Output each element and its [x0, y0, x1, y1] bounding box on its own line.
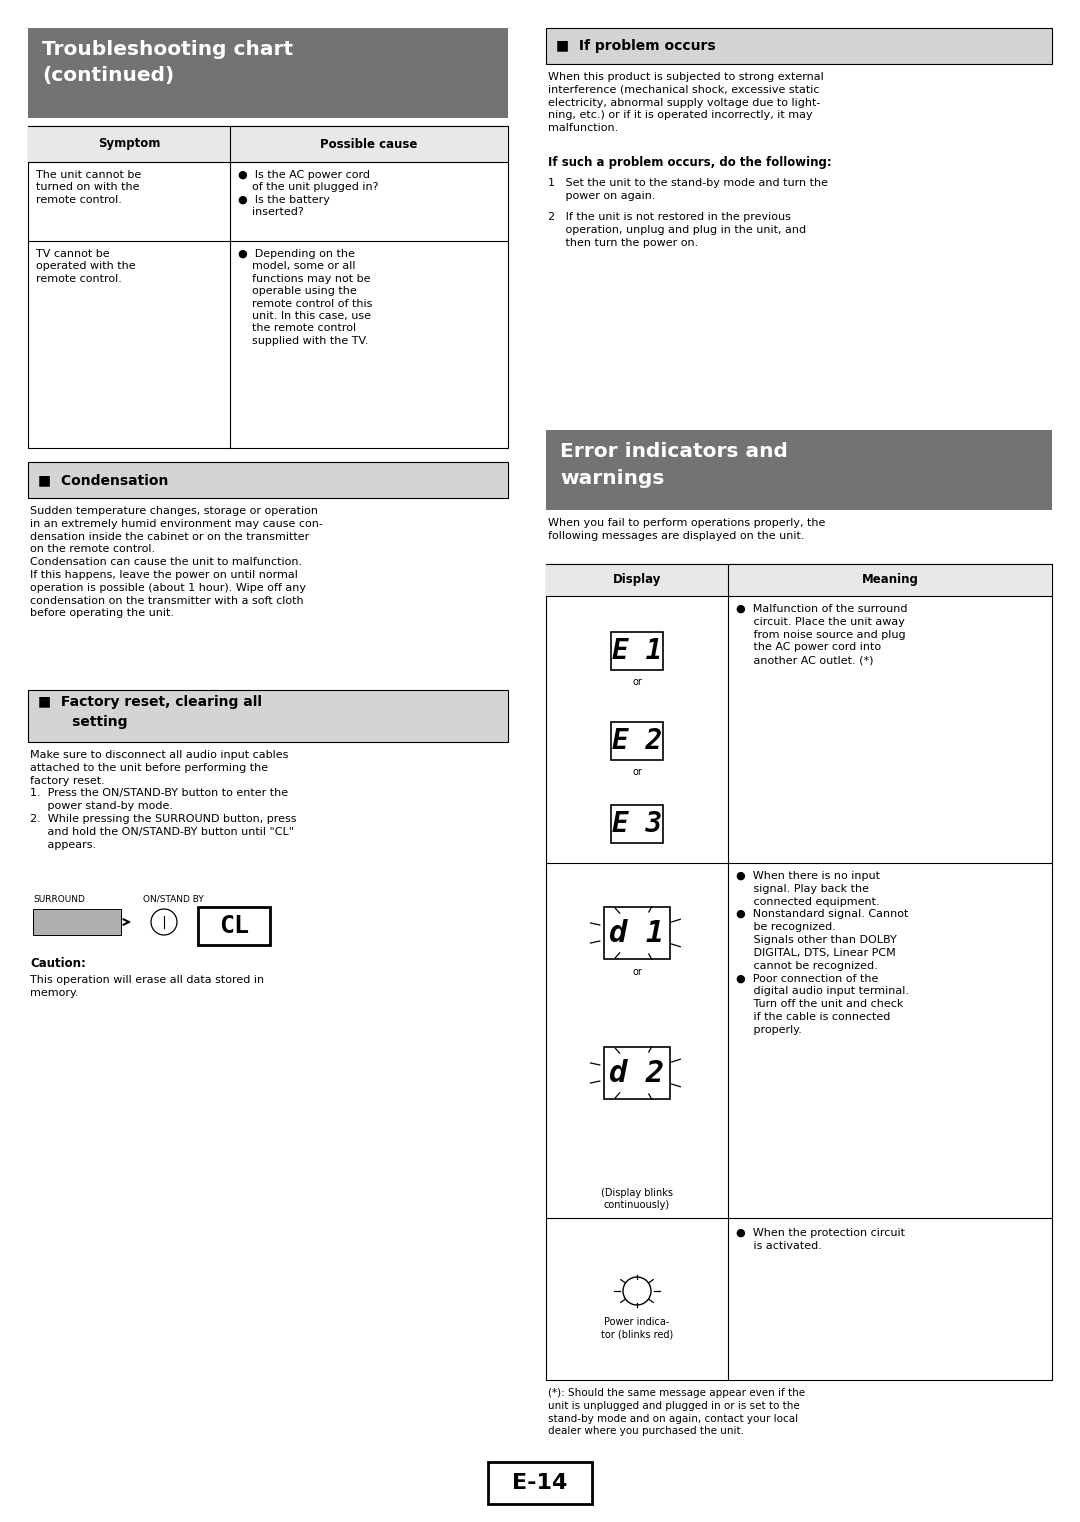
Text: Sudden temperature changes, storage or operation
in an extremely humid environme: Sudden temperature changes, storage or o…	[30, 505, 323, 618]
Text: or: or	[632, 966, 642, 977]
Bar	[546, 431, 1052, 510]
Text: ■  Factory reset, clearing all
       setting: ■ Factory reset, clearing all setting	[38, 696, 262, 729]
Text: E 2: E 2	[612, 728, 662, 755]
Text: Power indica-
tor (blinks red): Power indica- tor (blinks red)	[600, 1317, 673, 1339]
Text: 2   If the unit is not restored in the previous
     operation, unplug and plug : 2 If the unit is not restored in the pre…	[548, 212, 806, 248]
Bar	[546, 27, 1052, 64]
Bar	[28, 126, 508, 447]
Text: ●  Is the AC power cord
    of the unit plugged in?
●  Is the battery
    insert: ● Is the AC power cord of the unit plugg…	[238, 170, 378, 218]
Text: E 1: E 1	[612, 638, 662, 665]
Text: ■  Condensation: ■ Condensation	[38, 473, 168, 487]
Text: Symptom: Symptom	[98, 137, 160, 151]
Text: SURROUND: SURROUND	[33, 895, 85, 904]
Text: d 1: d 1	[609, 918, 664, 948]
Text: E 3: E 3	[612, 810, 662, 839]
Text: CL: CL	[219, 915, 249, 938]
Bar	[33, 909, 121, 935]
Bar	[546, 565, 1052, 597]
Text: Possible cause: Possible cause	[321, 137, 418, 151]
Text: Meaning: Meaning	[862, 574, 918, 586]
Text: The unit cannot be
turned on with the
remote control.: The unit cannot be turned on with the re…	[36, 170, 141, 205]
Bar	[488, 1463, 592, 1504]
Text: d 2: d 2	[609, 1058, 664, 1088]
Text: Caution:: Caution:	[30, 957, 86, 970]
Bar	[611, 805, 663, 843]
Text: ■  If problem occurs: ■ If problem occurs	[556, 40, 716, 53]
Bar	[28, 689, 508, 743]
Text: Make sure to disconnect all audio input cables
attached to the unit before perfo: Make sure to disconnect all audio input …	[30, 750, 297, 849]
Bar	[198, 907, 270, 945]
Text: 1   Set the unit to the stand-by mode and turn the
     power on again.: 1 Set the unit to the stand-by mode and …	[548, 178, 828, 201]
Text: This operation will erase all data stored in
memory.: This operation will erase all data store…	[30, 976, 265, 998]
Text: When you fail to perform operations properly, the
following messages are display: When you fail to perform operations prop…	[548, 517, 825, 540]
Bar	[28, 27, 508, 119]
Text: Error indicators and
warnings: Error indicators and warnings	[561, 441, 788, 487]
Bar	[611, 721, 663, 759]
Text: TV cannot be
operated with the
remote control.: TV cannot be operated with the remote co…	[36, 250, 136, 283]
Bar	[546, 565, 1052, 1380]
Text: E-14: E-14	[512, 1473, 568, 1493]
Text: ON/STAND BY: ON/STAND BY	[143, 895, 204, 904]
Text: If such a problem occurs, do the following:: If such a problem occurs, do the followi…	[548, 155, 832, 169]
Bar	[28, 463, 508, 498]
Text: or: or	[632, 677, 642, 686]
Circle shape	[151, 909, 177, 935]
Text: ●  Depending on the
    model, some or all
    functions may not be
    operable: ● Depending on the model, some or all fu…	[238, 250, 373, 345]
Bar	[611, 632, 663, 670]
Text: Display: Display	[612, 574, 661, 586]
Bar	[28, 126, 508, 161]
Bar	[604, 1047, 670, 1099]
Text: ●  When there is no input
     signal. Play back the
     connected equipment.
●: ● When there is no input signal. Play ba…	[735, 871, 909, 1035]
Text: Troubleshooting chart
(continued): Troubleshooting chart (continued)	[42, 40, 293, 85]
Text: ●  Malfunction of the surround
     circuit. Place the unit away
     from noise: ● Malfunction of the surround circuit. P…	[735, 604, 907, 665]
Text: or: or	[632, 767, 642, 778]
Text: When this product is subjected to strong external
interference (mechanical shock: When this product is subjected to strong…	[548, 72, 824, 134]
Bar	[604, 907, 670, 959]
Text: (Display blinks
continuously): (Display blinks continuously)	[600, 1187, 673, 1210]
Text: (*): Should the same message appear even if the
unit is unplugged and plugged in: (*): Should the same message appear even…	[548, 1388, 805, 1437]
Text: ●  When the protection circuit
     is activated.: ● When the protection circuit is activat…	[735, 1228, 905, 1251]
